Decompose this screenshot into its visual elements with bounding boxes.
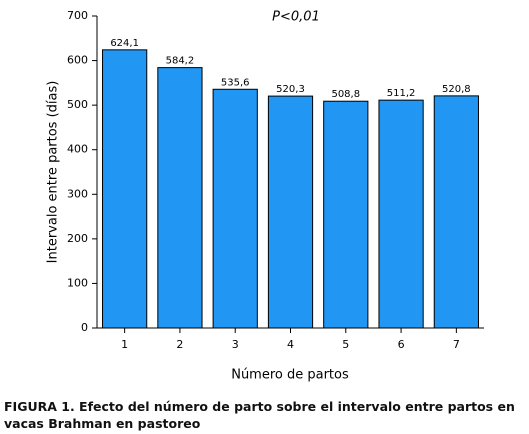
x-axis-label: Número de partos [231,368,349,383]
y-tick-label: 0 [81,321,88,334]
annotation: P<0,01 [272,10,320,25]
bar [323,100,369,329]
x-tick-label: 5 [342,338,349,351]
y-tick-label: 200 [67,232,88,245]
y-tick-label: 300 [67,187,88,200]
value-label: 584,2 [166,56,195,67]
x-tick-label: 1 [121,338,128,351]
y-tick-label: 700 [67,9,88,22]
value-label: 535,6 [221,77,250,88]
x-tick-label: 2 [176,338,183,351]
x-tick-label: 3 [232,338,239,351]
bar [157,67,203,329]
value-label: 511,2 [387,88,416,99]
y-tick-label: 100 [67,276,88,289]
caption: FIGURA 1. Efecto del número de parto sob… [4,399,515,431]
bar [378,99,424,329]
y-tick-label: 400 [67,143,88,156]
x-tick-label: 7 [453,338,460,351]
value-label: 520,3 [276,84,305,95]
value-label: 508,8 [331,89,360,100]
bar [267,95,314,329]
bar [433,95,479,329]
x-tick-label: 6 [398,338,405,351]
y-tick-label: 600 [67,54,88,67]
value-label: 520,8 [442,84,471,95]
y-axis-label: Intervalo entre partos (días) [46,81,61,264]
x-tick-label: 4 [287,338,294,351]
value-label: 624,1 [110,38,139,49]
bar [102,49,148,329]
chart: P<0,01 Número de partos Intervalo entre … [46,9,484,383]
bar [212,88,258,329]
y-tick-label: 500 [67,98,88,111]
